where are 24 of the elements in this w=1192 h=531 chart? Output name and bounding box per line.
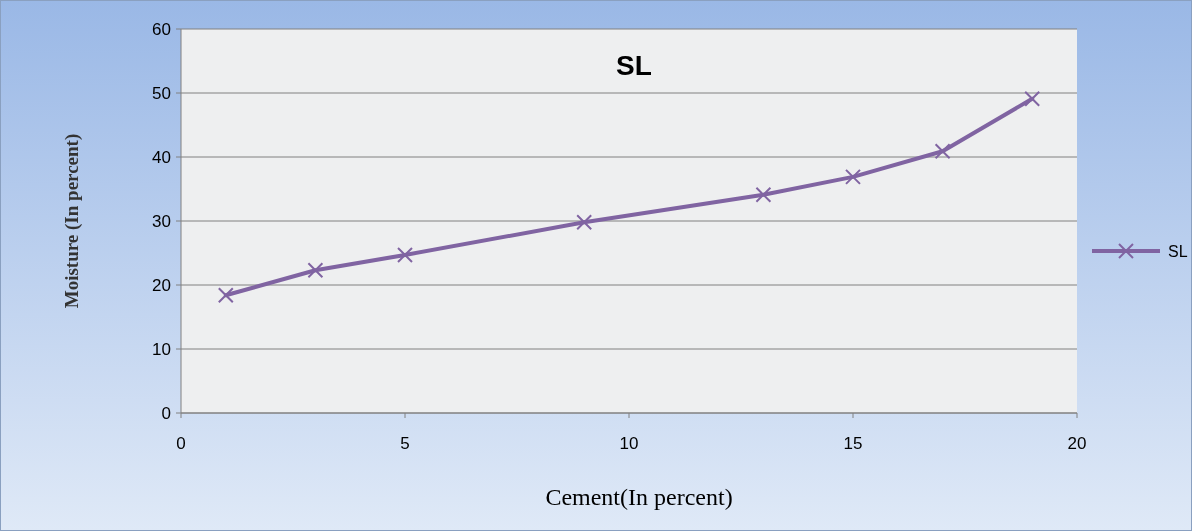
x-axis-title: Cement(In percent) [545, 484, 733, 510]
y-tick-label: 60 [152, 19, 171, 39]
x-tick-label: 15 [843, 434, 863, 453]
x-tick-label: 5 [400, 434, 410, 453]
point [934, 143, 951, 160]
x-tick-label: 10 [619, 434, 639, 453]
x-tick-label: 0 [176, 434, 186, 453]
text: SL [616, 50, 652, 81]
point [217, 287, 234, 304]
y-tick-label: 50 [152, 83, 171, 103]
y-tick-label: 30 [152, 211, 171, 231]
y-tick-label: 0 [161, 403, 171, 423]
point [845, 168, 861, 185]
legend-label: SL [1168, 242, 1188, 260]
y-axis-title: Moisture (In percent) [61, 133, 83, 309]
x-tick-label: 20 [1067, 434, 1087, 453]
point [755, 186, 772, 203]
y-tick-label: 10 [152, 339, 171, 359]
point [576, 214, 593, 231]
point [1024, 90, 1041, 107]
y-tick-label: 20 [152, 275, 171, 295]
point [397, 246, 413, 263]
point [307, 262, 324, 279]
y-tick-label: 40 [152, 147, 171, 167]
